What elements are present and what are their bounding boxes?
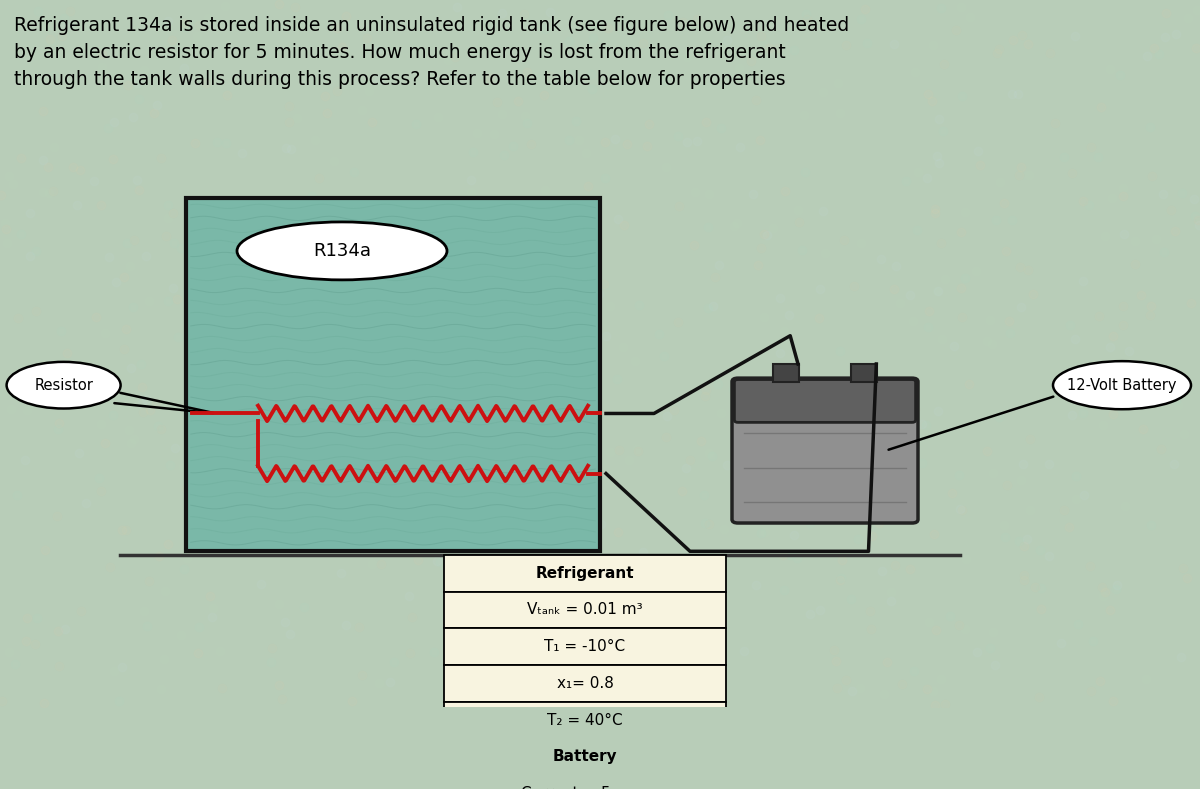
- Text: Refrigerant 134a is stored inside an uninsulated rigid tank (see figure below) a: Refrigerant 134a is stored inside an uni…: [14, 16, 850, 89]
- FancyBboxPatch shape: [444, 592, 726, 628]
- Text: T₂ = 40°C: T₂ = 40°C: [547, 712, 623, 727]
- Text: Current = 5 amp: Current = 5 amp: [521, 786, 649, 789]
- FancyBboxPatch shape: [444, 628, 726, 665]
- Text: Refrigerant: Refrigerant: [535, 566, 635, 581]
- FancyBboxPatch shape: [444, 555, 726, 592]
- Text: Battery: Battery: [553, 750, 617, 765]
- FancyBboxPatch shape: [444, 665, 726, 702]
- Text: 12-Volt Battery: 12-Volt Battery: [1067, 378, 1177, 393]
- Text: Resistor: Resistor: [34, 378, 94, 393]
- FancyBboxPatch shape: [444, 776, 726, 789]
- FancyBboxPatch shape: [444, 739, 726, 776]
- Text: T₁ = -10°C: T₁ = -10°C: [545, 639, 625, 654]
- FancyBboxPatch shape: [732, 378, 918, 523]
- Ellipse shape: [1054, 361, 1190, 409]
- FancyBboxPatch shape: [186, 198, 600, 552]
- FancyBboxPatch shape: [773, 364, 799, 382]
- FancyBboxPatch shape: [734, 380, 916, 422]
- FancyBboxPatch shape: [851, 364, 877, 382]
- FancyBboxPatch shape: [444, 702, 726, 739]
- Text: R134a: R134a: [313, 242, 371, 260]
- Text: Vₜₐₙₖ = 0.01 m³: Vₜₐₙₖ = 0.01 m³: [527, 603, 643, 618]
- Ellipse shape: [7, 362, 120, 409]
- Text: x₁= 0.8: x₁= 0.8: [557, 676, 613, 691]
- Ellipse shape: [236, 222, 446, 280]
